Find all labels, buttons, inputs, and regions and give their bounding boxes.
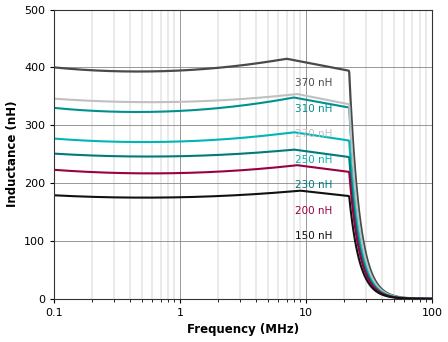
X-axis label: Frequency (MHz): Frequency (MHz) (187, 324, 299, 337)
Text: 270 nH: 270 nH (295, 129, 332, 139)
Text: 370 nH: 370 nH (295, 78, 332, 88)
Text: 230 nH: 230 nH (295, 180, 332, 190)
Y-axis label: Inductance (nH): Inductance (nH) (5, 101, 18, 208)
Text: 200 nH: 200 nH (295, 206, 332, 215)
Text: 250 nH: 250 nH (295, 155, 332, 165)
Text: 310 nH: 310 nH (295, 104, 332, 114)
Text: 150 nH: 150 nH (295, 231, 332, 241)
